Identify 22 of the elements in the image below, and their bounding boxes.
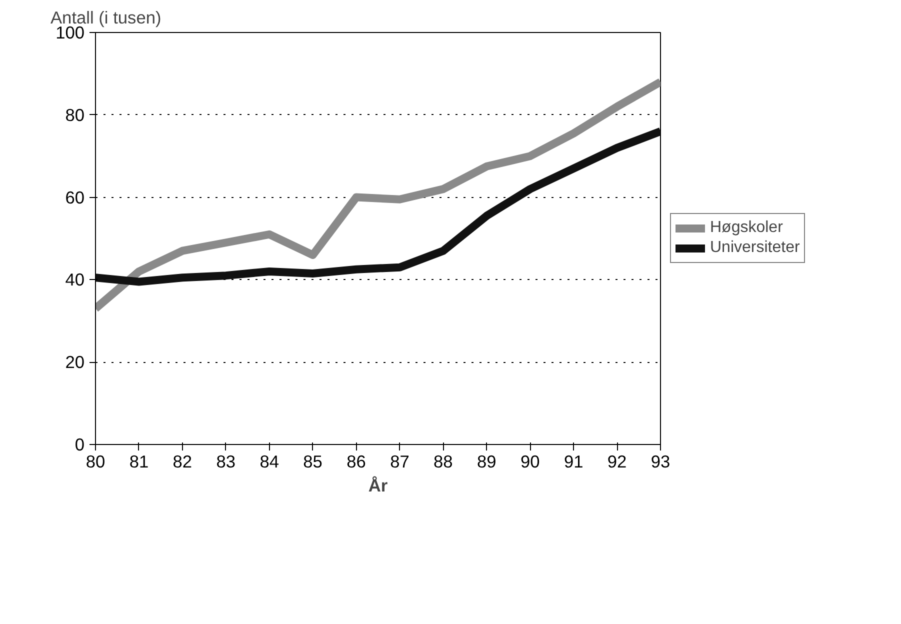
x-axis-title: År [368,476,388,496]
x-tick-label: 86 [346,452,366,472]
x-tick-label: 92 [607,452,627,472]
x-tick-label: 89 [477,452,496,472]
legend-label: Høgskoler [710,219,783,237]
x-tick-label: 90 [520,452,540,472]
x-tick-label: 83 [216,452,236,472]
x-tick-label: 87 [390,452,410,472]
y-tick-label: 0 [74,434,85,454]
x-tick-label: 84 [260,452,280,472]
x-tick-label: 82 [172,452,192,472]
y-tick-label: 20 [65,352,85,372]
x-tick-label: 93 [650,452,670,472]
y-tick-label: 40 [65,270,85,290]
x-tick-label: 81 [129,452,149,472]
x-tick-label: 88 [434,452,453,472]
x-tick-label: 85 [303,452,322,472]
y-tick-label: 60 [65,187,85,208]
x-tick-label: 91 [564,452,584,472]
legend-label: Universiteter [710,239,800,257]
x-tick-label: 80 [86,452,106,472]
y-tick-label: 80 [65,104,85,125]
